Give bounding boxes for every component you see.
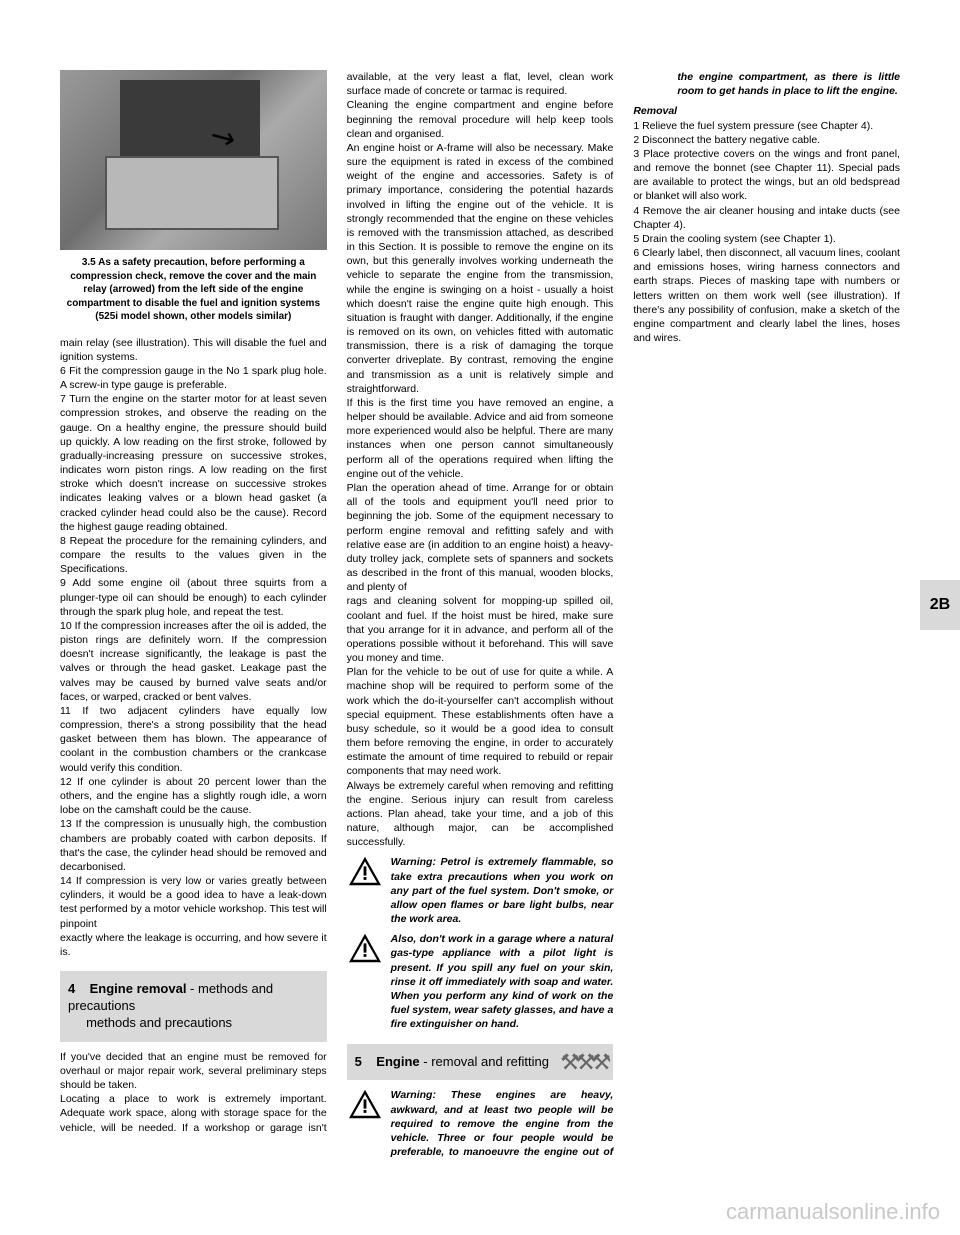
- body-text: 5 Drain the cooling system (see Chapter …: [633, 232, 900, 246]
- arrow-icon: ↘: [203, 116, 242, 159]
- body-text: 6 Fit the compression gauge in the No 1 …: [60, 364, 327, 392]
- section-subtitle: - removal and refitting: [423, 1054, 549, 1069]
- warning-icon: [347, 855, 383, 926]
- warning-text: Warning: Petrol is extremely flammable, …: [391, 855, 614, 926]
- body-text: 13 If the compression is unusually high,…: [60, 817, 327, 874]
- body-text: main relay (see illustration). This will…: [60, 336, 327, 364]
- section-heading-4: 4 Engine removal - methods and precautio…: [60, 971, 327, 1042]
- body-text: 1 Relieve the fuel system pressure (see …: [633, 119, 900, 133]
- body-text: 4 Remove the air cleaner housing and int…: [633, 204, 900, 232]
- body-text: 6 Clearly label, then disconnect, all va…: [633, 246, 900, 345]
- body-text: 3 Place protective covers on the wings a…: [633, 147, 900, 204]
- warning-block-1: Warning: Petrol is extremely flammable, …: [347, 855, 614, 926]
- watermark: carmanualsonline.info: [726, 1199, 940, 1225]
- body-text: 7 Turn the engine on the starter motor f…: [60, 392, 327, 534]
- page-section-tab: 2B: [920, 580, 960, 630]
- subheading-removal: Removal: [633, 105, 677, 117]
- figure-image: ↘: [60, 70, 327, 250]
- body-text: 12 If one cylinder is about 20 percent l…: [60, 775, 327, 818]
- figure-caption: 3.5 As a safety precaution, before perfo…: [60, 250, 327, 324]
- section-title: Engine removal: [90, 981, 187, 996]
- difficulty-icon: ⚒⚒⚒: [560, 1056, 607, 1067]
- body-text: If you've decided that an engine must be…: [60, 1050, 327, 1093]
- body-text: 8 Repeat the procedure for the remaining…: [60, 534, 327, 577]
- warning-icon: [347, 932, 383, 1031]
- section-number: 4: [68, 981, 86, 998]
- figure-3-5: ↘ 3.5 As a safety precaution, before per…: [60, 70, 327, 324]
- body-text: If this is the first time you have remov…: [347, 396, 614, 481]
- body-text: rags and cleaning solvent for mopping-up…: [347, 594, 614, 665]
- section-title: Engine: [376, 1054, 419, 1069]
- body-text: An engine hoist or A-frame will also be …: [347, 141, 614, 396]
- body-text: exactly where the leakage is occurring, …: [60, 931, 327, 959]
- section-number: 5: [355, 1054, 373, 1071]
- section-heading-5: 5 Engine - removal and refitting ⚒⚒⚒: [347, 1044, 614, 1081]
- warning-block-2: Also, don't work in a garage where a nat…: [347, 932, 614, 1031]
- body-text: Always be extremely careful when removin…: [347, 779, 614, 850]
- body-text: Plan for the vehicle to be out of use fo…: [347, 665, 614, 778]
- body-text: Plan the operation ahead of time. Arrang…: [347, 481, 614, 594]
- body-text: 14 If compression is very low or varies …: [60, 874, 327, 931]
- body-text: 11 If two adjacent cylinders have equall…: [60, 704, 327, 775]
- body-text: 9 Add some engine oil (about three squir…: [60, 576, 327, 619]
- warning-text: Also, don't work in a garage where a nat…: [391, 932, 614, 1031]
- body-text: 2 Disconnect the battery negative cable.: [633, 133, 900, 147]
- body-text: Cleaning the engine compartment and engi…: [347, 98, 614, 141]
- body-text: 10 If the compression increases after th…: [60, 619, 327, 704]
